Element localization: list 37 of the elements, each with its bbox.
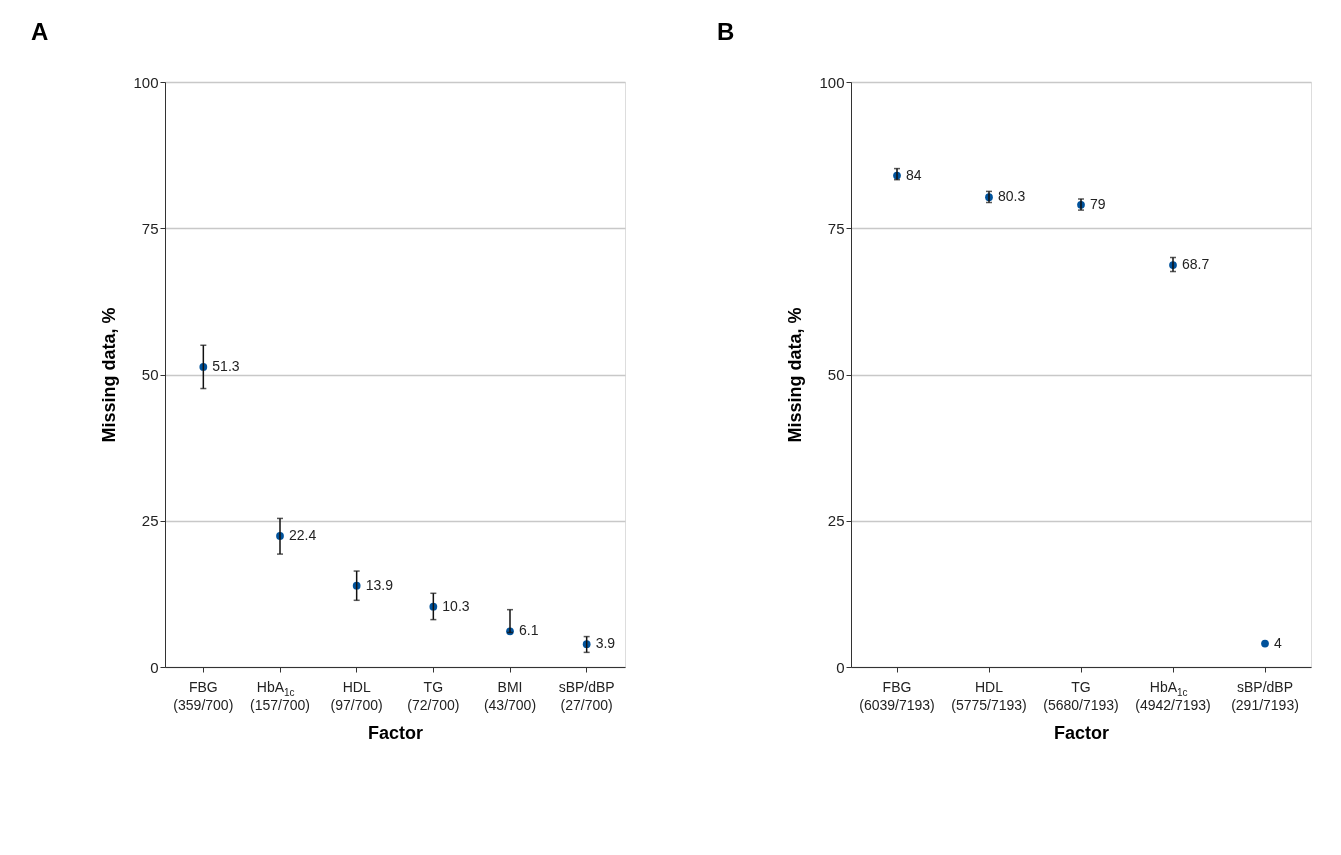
data-label: 79 — [1090, 195, 1106, 212]
y-tick-label: 100 — [819, 73, 845, 91]
x-tick-label: FBG (359/700) — [173, 679, 234, 713]
y-tick-label: 25 — [827, 512, 845, 530]
x-tick-label: FBG (6039/7193) — [859, 679, 935, 713]
y-tick-label: 75 — [141, 219, 159, 237]
data-label: 68.7 — [1182, 256, 1210, 273]
chart-title: A — [30, 18, 49, 45]
chart-title: B — [716, 18, 735, 45]
data-label: 4 — [1274, 634, 1282, 651]
x-axis-title: Factor — [1053, 723, 1110, 743]
data-label: 10.3 — [442, 597, 470, 614]
data-label: 51.3 — [212, 357, 240, 374]
y-tick-label: 75 — [827, 219, 845, 237]
data-label: 84 — [906, 166, 922, 183]
y-tick-label: 0 — [150, 658, 159, 676]
data-label: 3.9 — [595, 635, 616, 652]
data-label: 6.1 — [519, 622, 539, 639]
y-axis-title: Missing data, % — [99, 307, 120, 443]
x-tick-label: sBP/dBP (27/700) — [558, 679, 615, 713]
x-tick-label: sBP/dBP (291/7193) — [1231, 679, 1299, 713]
y-axis-title: Missing data, % — [785, 307, 806, 443]
y-tick-label: 50 — [827, 366, 845, 383]
data-label: 13.9 — [365, 576, 394, 593]
point — [1261, 639, 1269, 648]
x-tick-label: BMI (43/700) — [483, 679, 537, 713]
y-tick-label: 50 — [141, 366, 159, 383]
y-tick-label: 25 — [141, 512, 159, 530]
data-label: 22.4 — [289, 526, 317, 543]
y-tick-label: 100 — [133, 73, 159, 91]
x-tick-label: HDL (5775/7193) — [951, 679, 1027, 713]
y-tick-label: 0 — [836, 658, 845, 676]
x-tick-label: HDL (97/700) — [330, 679, 383, 713]
data-label: 80.3 — [998, 188, 1026, 205]
x-axis-title: Factor — [367, 723, 424, 743]
x-tick-label: TG (72/700) — [407, 679, 460, 713]
x-tick-label: TG (5680/7193) — [1043, 679, 1119, 713]
